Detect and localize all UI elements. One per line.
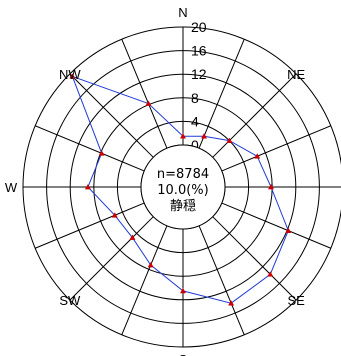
- grid-spoke: [212, 216, 297, 301]
- grid-spoke: [212, 73, 297, 158]
- radial-grid: [22, 26, 341, 348]
- direction-label: W: [5, 180, 18, 195]
- grid-spoke: [198, 225, 245, 336]
- direction-label: NW: [59, 67, 81, 82]
- data-point: [267, 183, 275, 190]
- direction-labels: NNEESESSWWNW: [5, 5, 306, 356]
- radial-tick-labels: 0 4 8 12 16 20: [191, 19, 207, 153]
- data-point: [179, 133, 187, 139]
- radial-tick-label: 0: [191, 137, 199, 153]
- direction-label: SW: [59, 293, 81, 308]
- grid-spoke: [34, 125, 145, 172]
- radial-tick-label: 4: [191, 113, 199, 129]
- data-point: [228, 300, 235, 306]
- data-point: [129, 234, 136, 240]
- radial-tick-label: 12: [191, 66, 207, 82]
- data-point: [179, 287, 187, 294]
- calm-label-text: 静穏: [170, 199, 196, 214]
- grid-spoke: [221, 125, 332, 172]
- grid-spoke: [221, 202, 332, 249]
- data-point: [226, 137, 233, 143]
- data-point: [111, 212, 118, 218]
- data-point: [84, 183, 91, 190]
- calm-percent-text: 10.0(%): [157, 183, 208, 198]
- center-calm-label: n=8784 10.0(%) 静穏: [140, 144, 226, 230]
- data-point: [201, 133, 208, 139]
- grid-spoke: [69, 73, 154, 158]
- data-point: [285, 227, 292, 233]
- grid-spoke: [69, 216, 154, 301]
- direction-label: SE: [287, 293, 305, 308]
- data-point: [98, 150, 105, 156]
- data-point: [267, 271, 274, 277]
- grid-spoke: [121, 225, 168, 336]
- grid-spoke: [198, 38, 245, 149]
- direction-label: NE: [287, 67, 305, 82]
- radial-tick-label: 8: [191, 90, 199, 106]
- data-point: [145, 100, 152, 106]
- data-point: [254, 153, 261, 159]
- data-point: [147, 261, 154, 268]
- grid-spoke: [34, 202, 145, 249]
- data-point: [69, 73, 76, 79]
- wind-frequency-series: [69, 73, 292, 306]
- radial-tick-label: 20: [191, 19, 207, 35]
- direction-label: N: [178, 5, 187, 20]
- sample-count-text: n=8784: [157, 167, 209, 182]
- direction-label: S: [179, 352, 188, 356]
- grid-spoke: [121, 38, 168, 149]
- radial-tick-label: 16: [191, 43, 207, 59]
